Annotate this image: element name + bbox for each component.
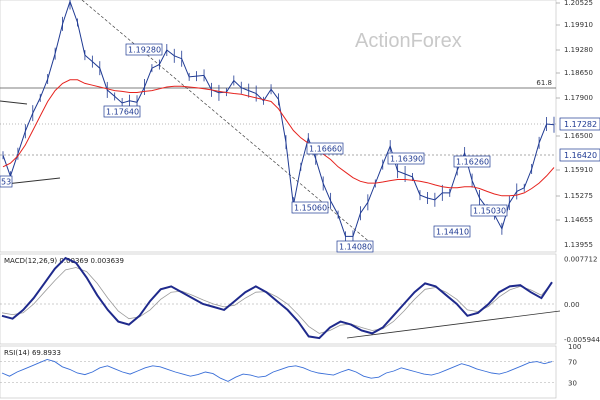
trendline-dashed — [81, 0, 373, 245]
price-label-text: 1.16660 — [309, 145, 342, 154]
rsi-panel-frame — [0, 345, 557, 399]
price-line — [2, 0, 555, 237]
macd-y-tick: 0.00 — [564, 301, 580, 309]
price-label-box-cut — [0, 175, 13, 188]
price-label-text: 1.16260 — [456, 158, 489, 167]
price-y-tick: 1.19910 — [564, 21, 593, 29]
price-label-box — [291, 201, 329, 214]
price-label-box — [336, 240, 374, 253]
price-y-tick: 1.15275 — [564, 192, 593, 200]
price-label-text: 1.17640 — [106, 108, 139, 117]
rsi-line — [1, 359, 553, 382]
price-y-tick: 1.18650 — [564, 69, 593, 77]
fib-618-label: 61.8 — [536, 79, 552, 87]
left-line-upper — [0, 100, 28, 105]
price-label-text: 1.14080 — [339, 243, 372, 252]
price-tag-box — [559, 148, 600, 162]
watermark-text: ActionForex — [355, 30, 462, 52]
price-y-tick: 1.16500 — [564, 132, 593, 140]
price-label-box — [103, 105, 141, 118]
price-label-text: 1.16390 — [390, 155, 423, 164]
price-label-text: 1.19280 — [128, 46, 161, 55]
price-label-text: 1.14410 — [436, 228, 469, 237]
price-label-box — [433, 225, 471, 238]
price-label-box — [306, 142, 344, 155]
price-y-tick: 1.15910 — [564, 166, 593, 174]
macd-panel-frame — [0, 253, 557, 345]
left-line-lower — [5, 177, 61, 185]
rsi-y-tick: 100 — [568, 343, 581, 351]
price-y-tick-extra: 1.13955 — [564, 241, 593, 249]
macd-signal-line — [1, 267, 553, 334]
price-y-tick: 1.14655 — [564, 216, 593, 224]
price-label-box — [453, 155, 491, 168]
price-label-box — [125, 43, 163, 56]
price-label-box — [387, 152, 425, 165]
rsi-y-tick: 70 — [568, 359, 577, 367]
price-label-text: 1.15030 — [473, 207, 506, 216]
moving-average-line — [2, 79, 555, 197]
price-label-cut-text: 53 — [1, 178, 11, 187]
rsi-title: RSI(14) 69.8933 — [4, 349, 61, 357]
macd-trendline — [346, 310, 561, 339]
price-tag-box — [559, 117, 600, 131]
price-y-tick: 1.17900 — [564, 94, 593, 102]
price-tag-text: 1.17282 — [564, 120, 597, 129]
price-label-text: 1.15060 — [294, 204, 327, 213]
macd-y-tick: 0.007712 — [564, 256, 597, 264]
price-y-tick: 1.20525 — [564, 0, 593, 7]
macd-line — [1, 256, 553, 340]
rsi-y-tick: 30 — [568, 379, 577, 387]
macd-y-tick: -0.005944 — [564, 336, 600, 344]
price-label-box — [470, 204, 508, 217]
price-y-tick: 1.19280 — [564, 46, 593, 54]
price-tag-text: 1.16420 — [564, 151, 597, 160]
price-panel-frame — [0, 0, 557, 253]
